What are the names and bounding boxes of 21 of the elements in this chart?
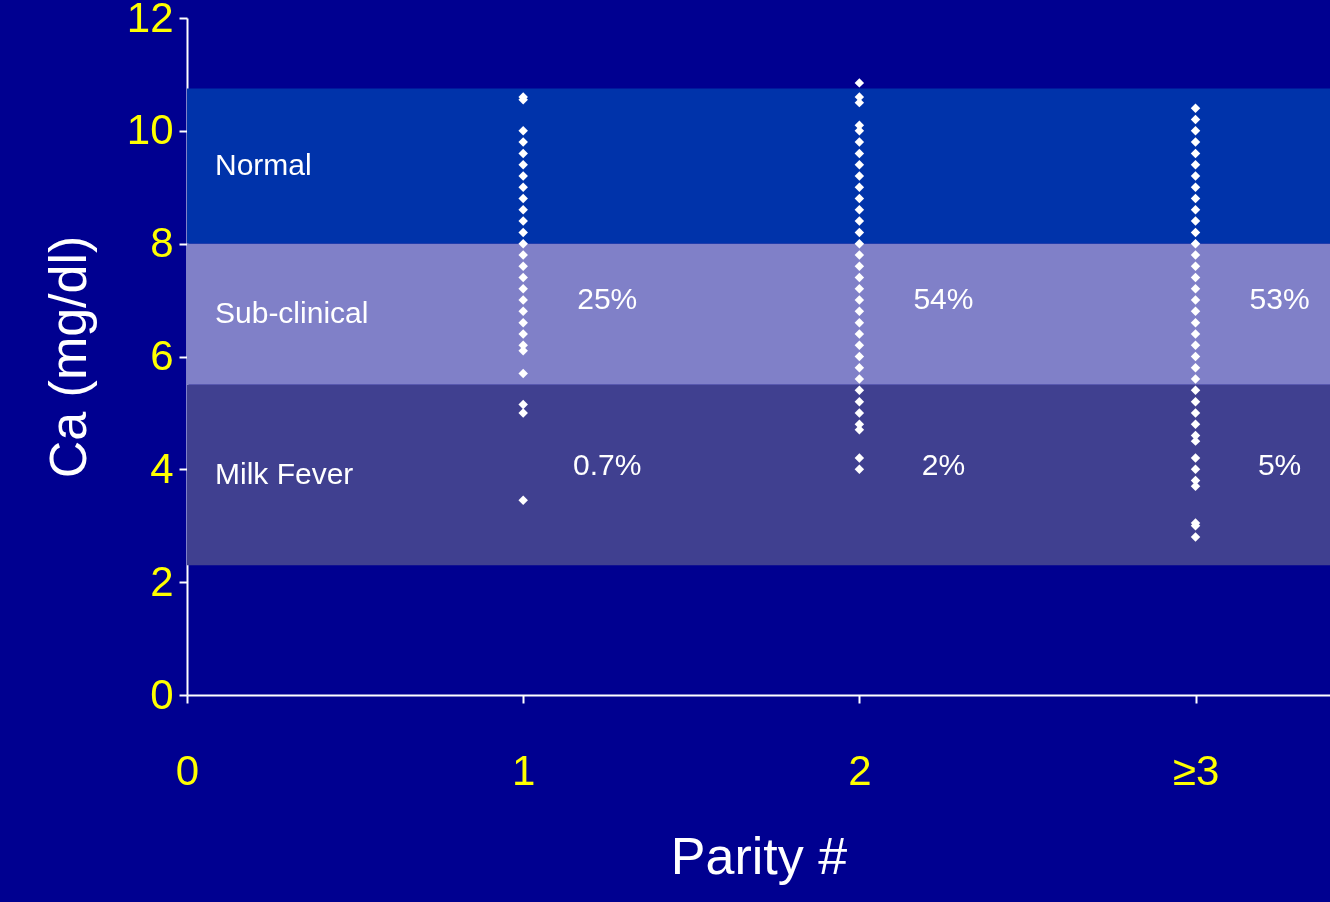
y-tick-label: 0 bbox=[150, 670, 174, 718]
y-tick-label: 8 bbox=[150, 219, 174, 267]
annotation: 2% bbox=[921, 447, 966, 481]
annotation: 0.7% bbox=[573, 447, 642, 481]
annotation: 53% bbox=[1249, 282, 1310, 316]
x-tick-label: 1 bbox=[512, 746, 536, 794]
band-label: Milk Fever bbox=[215, 456, 354, 490]
band-label: Sub-clinical bbox=[215, 296, 369, 330]
x-axis-title: Parity # bbox=[670, 826, 848, 885]
x-tick-label: ≥3 bbox=[1172, 746, 1220, 794]
y-tick-label: 4 bbox=[150, 444, 174, 492]
y-tick-label: 10 bbox=[126, 106, 174, 154]
y-tick-label: 2 bbox=[150, 557, 174, 605]
band-label: Normal bbox=[215, 148, 312, 182]
y-tick-label: 6 bbox=[150, 332, 174, 379]
y-tick-label: 12 bbox=[126, 0, 174, 41]
y-axis-title: Ca (mg/dl) bbox=[38, 235, 97, 479]
annotation: 5% bbox=[1257, 447, 1302, 481]
x-tick-label: 2 bbox=[848, 746, 872, 794]
annotation: 54% bbox=[913, 282, 974, 316]
annotation: 25% bbox=[577, 282, 638, 316]
